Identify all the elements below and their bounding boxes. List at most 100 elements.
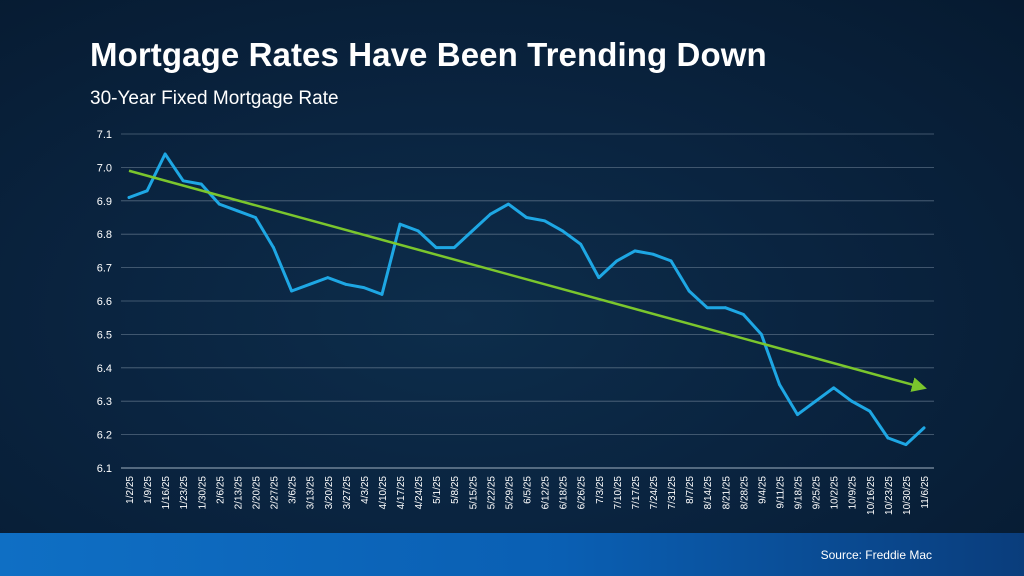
y-tick-label: 6.7 xyxy=(97,263,112,275)
gridlines xyxy=(121,133,934,469)
x-tick-label: 10/2/25 xyxy=(830,476,841,510)
data-point xyxy=(904,443,908,447)
x-tick-label: 6/18/25 xyxy=(559,476,570,510)
y-tick-label: 6.5 xyxy=(97,329,112,341)
data-point xyxy=(163,152,167,156)
x-tick-label: 5/1/25 xyxy=(432,476,443,504)
x-tick-label: 4/3/25 xyxy=(360,476,371,504)
x-tick-label: 3/6/25 xyxy=(288,476,299,504)
data-point xyxy=(886,436,890,440)
x-tick-label: 2/6/25 xyxy=(215,476,226,504)
x-tick-label: 7/3/25 xyxy=(595,476,606,504)
data-point xyxy=(290,289,294,293)
x-tick-label: 3/13/25 xyxy=(306,476,317,510)
y-tick-label: 7.0 xyxy=(97,162,112,174)
chart-subtitle: 30-Year Fixed Mortgage Rate xyxy=(90,88,339,109)
y-tick-label: 6.9 xyxy=(97,196,112,208)
y-tick-label: 6.6 xyxy=(97,296,112,308)
x-tick-label: 5/8/25 xyxy=(450,476,461,504)
x-tick-label: 10/30/25 xyxy=(902,476,913,515)
data-point xyxy=(470,229,474,233)
x-tick-label: 1/30/25 xyxy=(197,476,208,510)
x-tick-label: 8/21/25 xyxy=(721,476,732,510)
data-point xyxy=(705,306,709,310)
x-tick-label: 6/12/25 xyxy=(541,476,552,510)
data-point xyxy=(416,229,420,233)
x-tick-label: 1/23/25 xyxy=(179,476,190,510)
y-tick-label: 6.1 xyxy=(97,463,112,475)
x-tick-label: 7/24/25 xyxy=(649,476,660,510)
data-point xyxy=(615,259,619,263)
x-tick-label: 4/17/25 xyxy=(396,476,407,510)
data-point xyxy=(398,222,402,226)
x-tick-label: 9/25/25 xyxy=(812,476,823,510)
x-tick-label: 9/4/25 xyxy=(757,476,768,504)
data-point xyxy=(507,202,510,206)
x-tick-label: 2/13/25 xyxy=(233,476,244,510)
data-point xyxy=(579,242,583,246)
x-tick-label: 11/6/25 xyxy=(920,476,931,509)
x-tick-label: 5/22/25 xyxy=(486,476,497,510)
x-tick-label: 4/10/25 xyxy=(378,476,389,510)
data-point xyxy=(759,333,763,336)
x-tick-label: 10/9/25 xyxy=(848,476,859,510)
footer-bar: Source: Freddie Mac xyxy=(0,533,1024,576)
x-tick-label: 9/18/25 xyxy=(794,476,805,510)
data-point xyxy=(796,413,799,416)
data-point xyxy=(868,409,872,413)
chart-title: Mortgage Rates Have Been Trending Down xyxy=(90,36,767,73)
data-point xyxy=(217,202,221,206)
x-tick-label: 7/10/25 xyxy=(613,476,624,510)
x-tick-label: 2/20/25 xyxy=(251,476,262,510)
x-tick-label: 3/20/25 xyxy=(324,476,335,510)
x-tick-label: 1/2/25 xyxy=(125,476,136,504)
x-tick-label: 7/17/25 xyxy=(631,476,642,510)
data-point xyxy=(380,292,384,296)
data-point xyxy=(525,216,528,219)
data-point xyxy=(814,399,817,403)
data-point xyxy=(344,282,348,286)
data-point xyxy=(669,259,673,263)
data-point xyxy=(145,189,149,193)
data-point xyxy=(272,246,275,249)
data-point xyxy=(561,229,565,233)
x-tick-label: 9/11/25 xyxy=(775,476,786,509)
trend-layer xyxy=(128,169,927,392)
y-tick-label: 6.8 xyxy=(97,229,112,241)
x-tick-label: 8/7/25 xyxy=(685,476,696,504)
data-point xyxy=(326,276,330,280)
x-tick-label: 7/31/25 xyxy=(667,476,678,510)
data-point xyxy=(778,383,781,386)
source-label: Source: Freddie Mac xyxy=(820,548,932,562)
x-tick-label: 4/24/25 xyxy=(414,476,425,510)
x-tick-label: 3/27/25 xyxy=(342,476,353,510)
x-tick-label: 8/28/25 xyxy=(739,476,750,510)
y-tick-label: 6.4 xyxy=(97,363,112,375)
data-point xyxy=(308,282,312,286)
data-point xyxy=(236,209,239,213)
data-point xyxy=(597,276,601,280)
series-layer xyxy=(127,152,926,447)
data-point xyxy=(434,246,438,249)
y-axis: 7.1 7.0 6.9 6.8 6.7 6.6 6.5 6.4 6.3 6.2 6.1 xyxy=(97,129,112,475)
data-point xyxy=(488,212,492,216)
data-point xyxy=(452,246,456,249)
x-tick-label: 2/27/25 xyxy=(270,476,281,510)
x-tick-label: 10/23/25 xyxy=(884,476,895,515)
y-tick-label: 7.1 xyxy=(97,129,112,141)
x-tick-label: 5/29/25 xyxy=(504,476,515,510)
data-point xyxy=(362,286,366,290)
x-tick-label: 8/14/25 xyxy=(703,476,714,510)
data-point xyxy=(651,252,655,256)
y-tick-label: 6.3 xyxy=(97,396,112,408)
x-tick-label: 1/16/25 xyxy=(161,476,172,510)
data-point xyxy=(127,196,131,199)
data-point xyxy=(254,216,257,219)
data-point xyxy=(723,306,727,310)
data-point xyxy=(850,399,854,403)
x-tick-label: 1/9/25 xyxy=(143,476,154,504)
data-point xyxy=(741,312,745,316)
data-point xyxy=(922,426,926,430)
x-tick-label: 5/15/25 xyxy=(468,476,479,510)
